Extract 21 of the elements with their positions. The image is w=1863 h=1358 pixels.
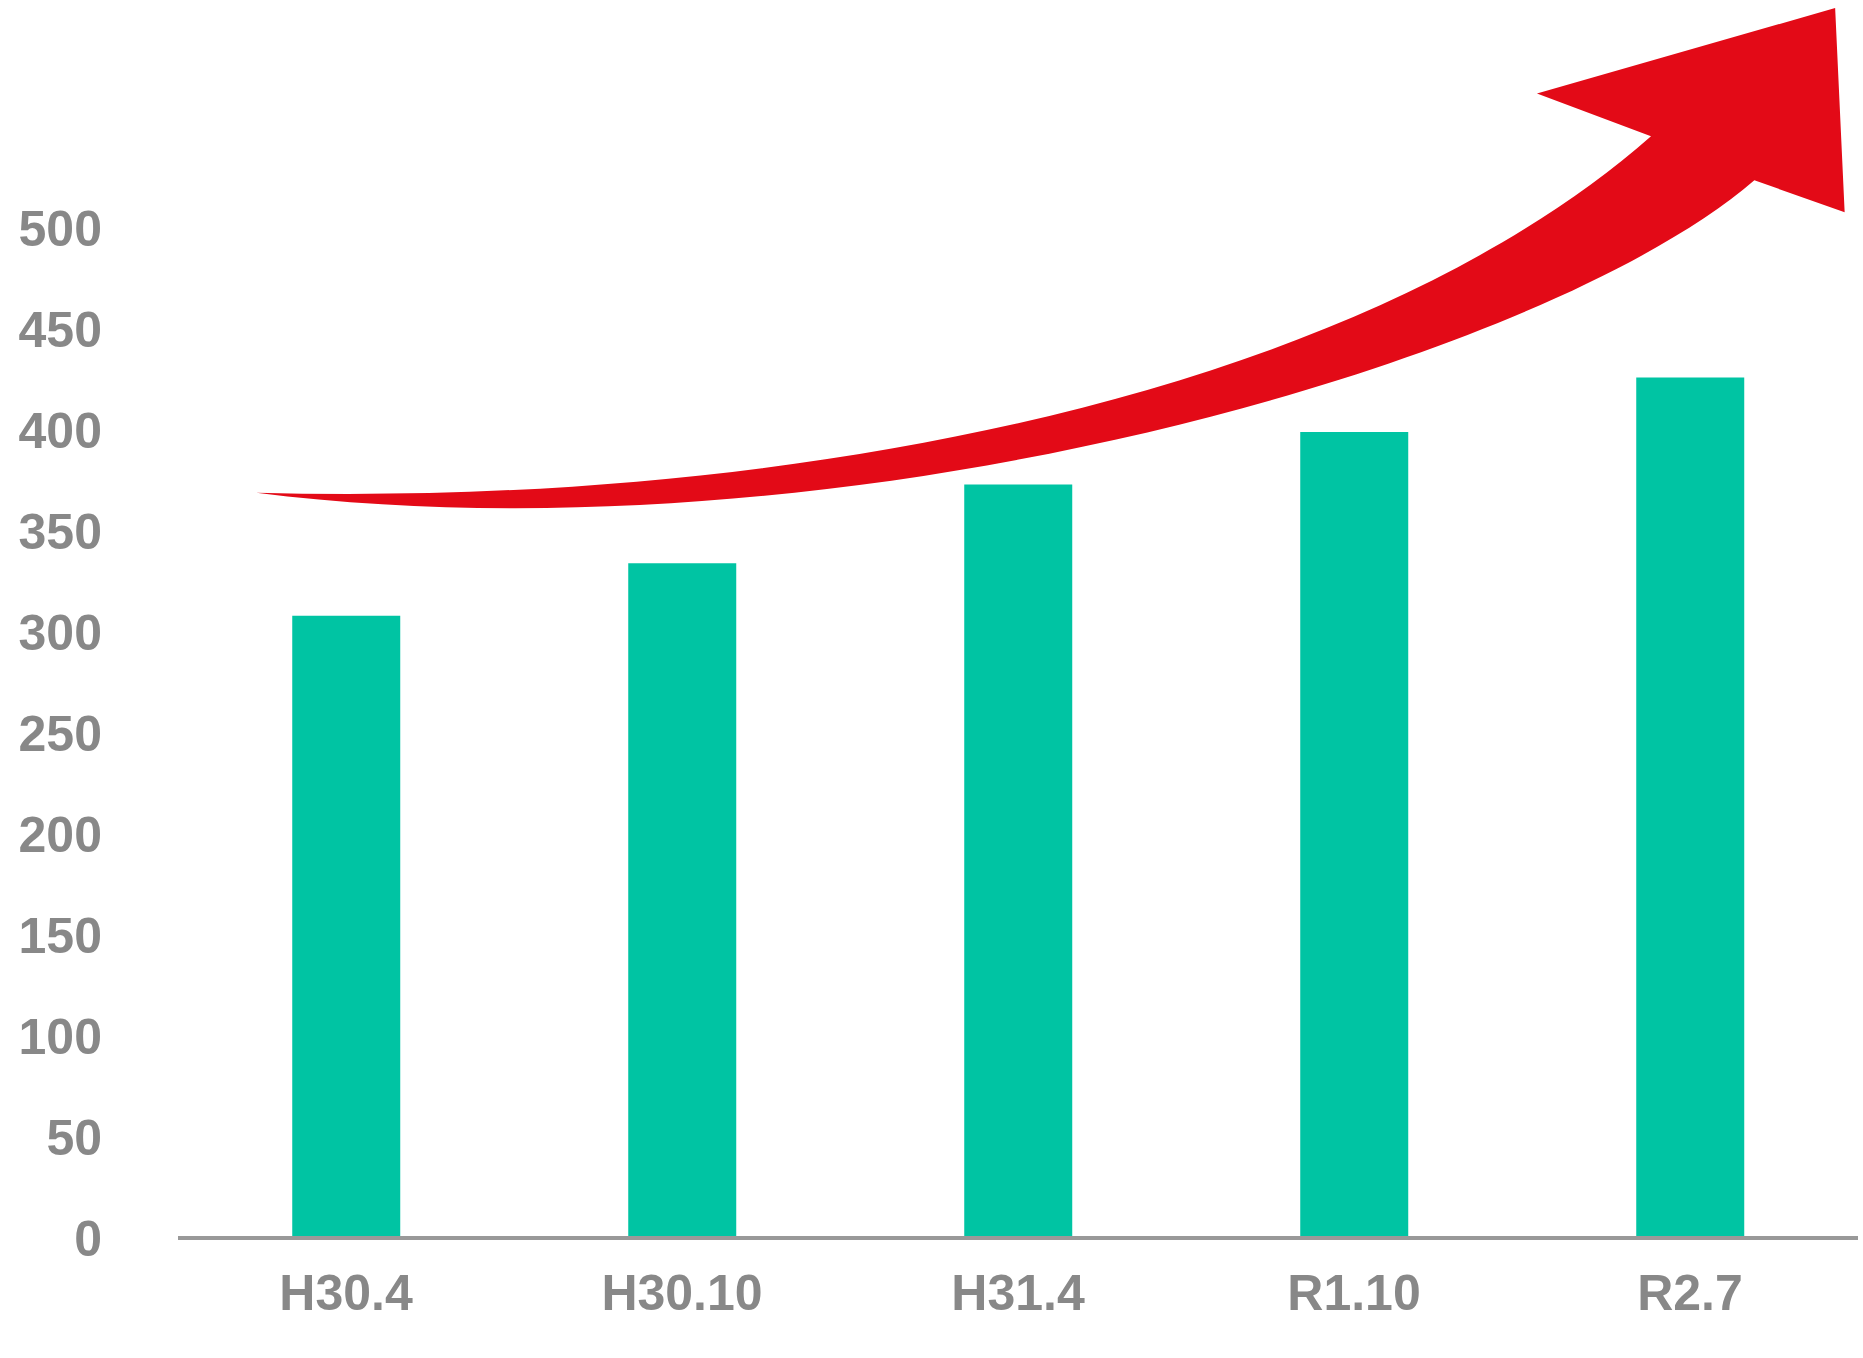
y-tick-label: 500 xyxy=(18,200,102,257)
y-tick-label: 300 xyxy=(18,604,102,661)
y-tick-label: 0 xyxy=(74,1210,102,1267)
y-tick-label: 200 xyxy=(18,806,102,863)
y-tick-label: 400 xyxy=(18,402,102,459)
x-tick-label: H30.10 xyxy=(601,1264,763,1321)
bar xyxy=(1300,432,1409,1238)
y-tick-label: 450 xyxy=(18,301,102,358)
y-tick-label: 150 xyxy=(18,907,102,964)
x-tick-label: R1.10 xyxy=(1287,1264,1421,1321)
x-tick-label: H30.4 xyxy=(279,1264,413,1321)
x-tick-label: R2.7 xyxy=(1637,1264,1743,1321)
y-tick-label: 100 xyxy=(18,1008,102,1065)
y-tick-label: 250 xyxy=(18,705,102,762)
bar xyxy=(628,563,737,1238)
y-tick-label: 50 xyxy=(46,1109,102,1166)
bar xyxy=(964,484,1073,1238)
bar xyxy=(1636,377,1745,1238)
x-tick-label: H31.4 xyxy=(951,1264,1085,1321)
y-tick-label: 350 xyxy=(18,503,102,560)
bar xyxy=(292,615,401,1238)
